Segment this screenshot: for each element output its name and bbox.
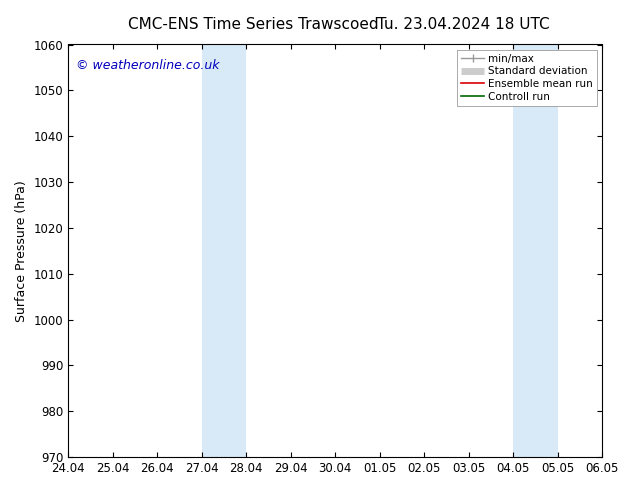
Y-axis label: Surface Pressure (hPa): Surface Pressure (hPa)	[15, 180, 28, 322]
Text: Tu. 23.04.2024 18 UTC: Tu. 23.04.2024 18 UTC	[377, 17, 549, 32]
Text: CMC-ENS Time Series Trawscoed: CMC-ENS Time Series Trawscoed	[128, 17, 379, 32]
Bar	[514, 45, 558, 457]
Bar	[202, 45, 246, 457]
Legend: min/max, Standard deviation, Ensemble mean run, Controll run: min/max, Standard deviation, Ensemble me…	[457, 49, 597, 106]
Text: © weatheronline.co.uk: © weatheronline.co.uk	[76, 59, 219, 72]
